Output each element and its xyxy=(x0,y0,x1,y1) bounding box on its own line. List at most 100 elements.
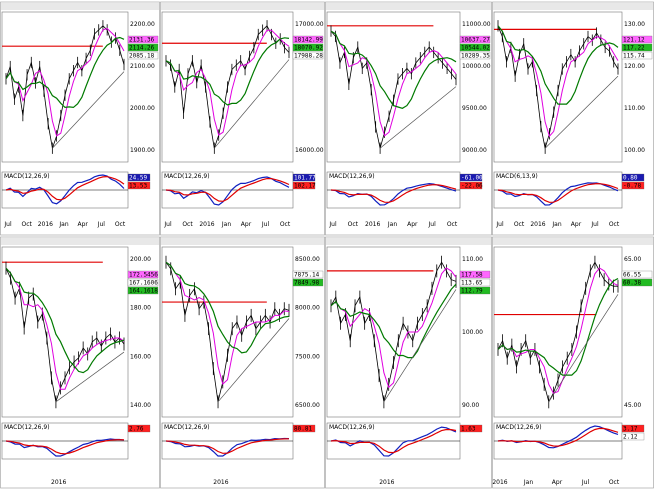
trendline xyxy=(379,86,457,149)
y-tick-label: 120.00 xyxy=(624,63,645,70)
y-tick-label: 1900.00 xyxy=(130,147,155,154)
x-tick-label: Jul xyxy=(428,221,437,228)
y-tick-label: 9500.00 xyxy=(462,105,487,112)
y-tick-label: 6500.00 xyxy=(295,402,320,409)
trendline xyxy=(214,59,290,149)
price-badge-text: 2114.26 xyxy=(129,45,155,52)
price-badge xyxy=(459,43,491,52)
price-badge-text: 7875.14 xyxy=(294,272,320,279)
y-tick-label: 7500.00 xyxy=(295,353,320,360)
x-tick-label: 2016 xyxy=(530,221,545,228)
macd-badge-text: -22.06 xyxy=(461,183,483,190)
price-badge-text: 117.22 xyxy=(623,45,645,52)
x-tick-label: Jan xyxy=(221,221,231,228)
price-badge xyxy=(459,51,491,60)
trendline xyxy=(217,318,290,403)
price-badge-text: 112.79 xyxy=(461,288,483,295)
price-series xyxy=(497,261,618,403)
macd-label: MACD(12,26,9) xyxy=(329,424,375,431)
macd-badge xyxy=(621,432,645,441)
x-tick-label: 2016 xyxy=(51,479,66,486)
x-tick-label: 2016 xyxy=(213,479,228,486)
x-tick-label: Jul xyxy=(328,221,337,228)
y-tick-label: 65.00 xyxy=(624,256,641,263)
x-tick-label: Jan xyxy=(551,221,561,228)
macd-badge xyxy=(621,173,645,182)
macd-badge-text: 24.59 xyxy=(129,175,147,182)
x-tick-label: Jan xyxy=(387,221,397,228)
y-tick-label: 8500.00 xyxy=(295,256,320,263)
ma-slow-line xyxy=(5,36,125,109)
x-tick-label: Apr xyxy=(407,221,418,228)
price-plot-area xyxy=(161,11,294,163)
y-tick-label: 10000.00 xyxy=(462,63,491,70)
x-tick-label: Apr xyxy=(552,479,563,486)
trendline xyxy=(383,289,457,403)
ma-slow-line xyxy=(5,267,125,374)
price-plot-area xyxy=(326,246,461,418)
x-tick-label: Jul xyxy=(3,221,12,228)
y-tick-label: 180.00 xyxy=(130,305,151,312)
y-tick-label: 9000.00 xyxy=(462,147,487,154)
price-plot-area xyxy=(161,246,294,418)
x-tick-label: 2016 xyxy=(492,479,507,486)
macd-line xyxy=(5,174,125,205)
macd-label: MACD(12,26,9) xyxy=(329,173,375,180)
price-badge xyxy=(459,278,491,287)
price-badge-text: 2085.18 xyxy=(129,53,155,60)
price-badge xyxy=(127,35,159,44)
price-series xyxy=(165,261,290,402)
y-tick-label: 140.00 xyxy=(130,402,151,409)
macd-badge-text: 2.12 xyxy=(623,434,638,441)
price-badge-text: 164.1618 xyxy=(129,288,158,295)
macd-badge-text: 102.17 xyxy=(294,183,316,190)
x-tick-label: Jul xyxy=(97,221,106,228)
chart-panel-1: 17000.00 16000.00 18142.9918070.9217988.28… xyxy=(160,1,325,236)
panel-frame xyxy=(492,236,654,489)
macd-badge-text: 13.53 xyxy=(129,183,147,190)
y-tick-label: 11000.00 xyxy=(462,21,491,28)
price-badge-text: 7849.98 xyxy=(294,280,320,287)
macd-signal-line xyxy=(330,184,457,203)
price-badge xyxy=(127,270,159,279)
macd-line xyxy=(165,176,290,206)
price-badge-text: 66.55 xyxy=(623,272,641,279)
chart-panel-2: 11000.0010000.009500.009000.0010637.2710… xyxy=(325,1,492,236)
chart-panel-0: 2200.00 2100.00 2000.00 1900.00 2131.362114.… xyxy=(0,1,160,236)
price-badge xyxy=(292,278,324,287)
y-tick-label: 2100.00 xyxy=(130,63,155,70)
x-tick-label: 2016 xyxy=(365,221,380,228)
price-badge xyxy=(292,35,324,44)
macd-badge-text: 80.81 xyxy=(294,426,312,433)
x-tick-label: Jul xyxy=(261,221,270,228)
macd-badge xyxy=(621,181,645,190)
price-badge-text: 18142.99 xyxy=(294,37,323,44)
panel-header xyxy=(1,3,159,10)
price-badge xyxy=(459,286,491,295)
y-tick-label: 130.00 xyxy=(624,21,645,28)
macd-badge xyxy=(292,181,316,190)
price-badge-text: 172.5456 xyxy=(129,272,158,279)
macd-signal-line xyxy=(497,182,619,203)
x-tick-label: Jan xyxy=(523,479,533,486)
price-series xyxy=(330,261,457,402)
price-badge-text: 17988.28 xyxy=(294,53,323,60)
price-badge xyxy=(459,35,491,44)
price-plot-area xyxy=(493,11,623,163)
x-tick-label: 2016 xyxy=(38,221,53,228)
price-badge-text: 121.12 xyxy=(623,37,645,44)
ma-fast-line xyxy=(330,30,457,137)
macd-signal-line xyxy=(330,428,457,454)
x-tick-label: Oct xyxy=(447,221,458,228)
chart-panel-4: 200.00 180.00 160.00 140.00 172.5456167.1606… xyxy=(0,236,160,489)
price-badge-text: 115.74 xyxy=(623,53,645,60)
panel-header xyxy=(161,238,324,245)
ma-fast-line xyxy=(5,267,125,390)
x-tick-label: Apr xyxy=(241,221,252,228)
price-badge-text: 10289.35 xyxy=(461,53,490,60)
ma-fast-line xyxy=(330,267,457,389)
price-plot-area xyxy=(1,246,129,418)
price-badge-text: 167.1606 xyxy=(129,280,158,287)
y-tick-label: 200.00 xyxy=(130,256,151,263)
x-tick-label: Jul xyxy=(581,479,590,486)
